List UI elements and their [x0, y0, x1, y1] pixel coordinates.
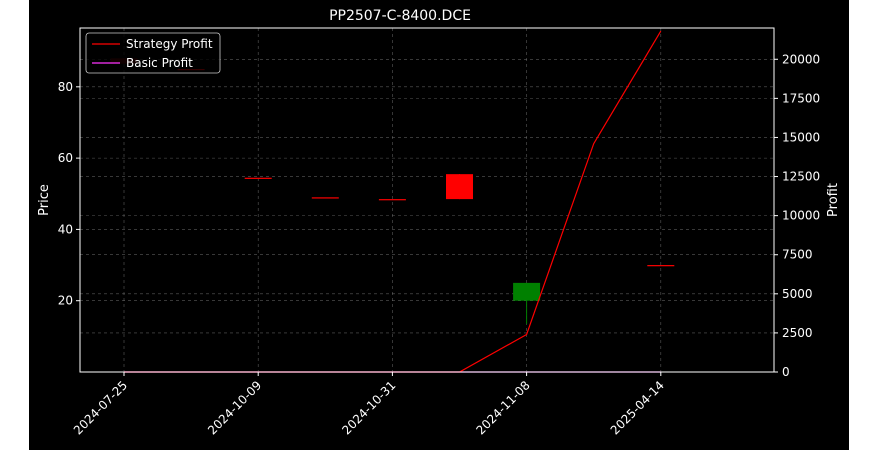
candle-body-3: [311, 197, 339, 199]
legend-label-strategy-profit: Strategy Profit: [126, 37, 213, 51]
chart-title: PP2507-C-8400.DCE: [329, 8, 471, 24]
candle-body-5: [446, 174, 473, 200]
grid-lines: [80, 28, 774, 373]
y-left-axis: 20 40 60 80: [58, 80, 80, 308]
x-axis: 2024-07-25 2024-10-09 2024-10-31 2024-11-08…: [71, 372, 667, 437]
y-right-label: Profit: [826, 183, 841, 217]
candle-body-4: [378, 199, 406, 201]
x-tick-label-4: 2025-04-14: [608, 378, 667, 437]
y-left-tick-label-2: 60: [58, 151, 73, 165]
legend-label-basic-profit: Basic Profit: [126, 56, 193, 70]
y-right-tick-label-2: 5000: [782, 287, 813, 301]
y-right-tick-label-7: 17500: [782, 91, 820, 105]
y-left-tick-label-3: 80: [58, 80, 73, 94]
y-right-tick-label-8: 20000: [782, 52, 820, 66]
y-right-tick-label-0: 0: [782, 365, 790, 379]
x-tick-label-2: 2024-10-31: [339, 378, 398, 437]
candle-body-7: [647, 265, 675, 267]
y-right-axis: 0 2500 5000 7500 10000 12500 15000 17500 20000: [774, 52, 820, 379]
candle-body-2: [244, 177, 272, 179]
legend: Strategy Profit Basic Profit: [85, 32, 221, 74]
x-tick-label-0: 2024-07-25: [71, 378, 130, 437]
chart-figure: PP2507-C-8400.DCE 20 40 60 80 0 2500 5000 7500…: [29, 0, 849, 450]
x-tick-label-3: 2024-11-08: [474, 378, 533, 437]
y-right-tick-label-1: 2500: [782, 326, 813, 340]
plot-frame: [79, 27, 775, 373]
y-left-tick-label-0: 20: [58, 294, 73, 308]
chart-svg: PP2507-C-8400.DCE 20 40 60 80 0 2500 5000 7500…: [37, 8, 841, 437]
candle-body-6: [513, 282, 541, 301]
y-left-tick-label-1: 40: [58, 222, 73, 236]
y-right-tick-label-6: 15000: [782, 130, 820, 144]
y-right-tick-label-4: 10000: [782, 209, 820, 223]
y-right-tick-label-5: 12500: [782, 170, 820, 184]
x-tick-label-1: 2024-10-09: [205, 378, 264, 437]
y-right-tick-label-3: 7500: [782, 248, 813, 262]
y-left-label: Price: [37, 184, 52, 216]
